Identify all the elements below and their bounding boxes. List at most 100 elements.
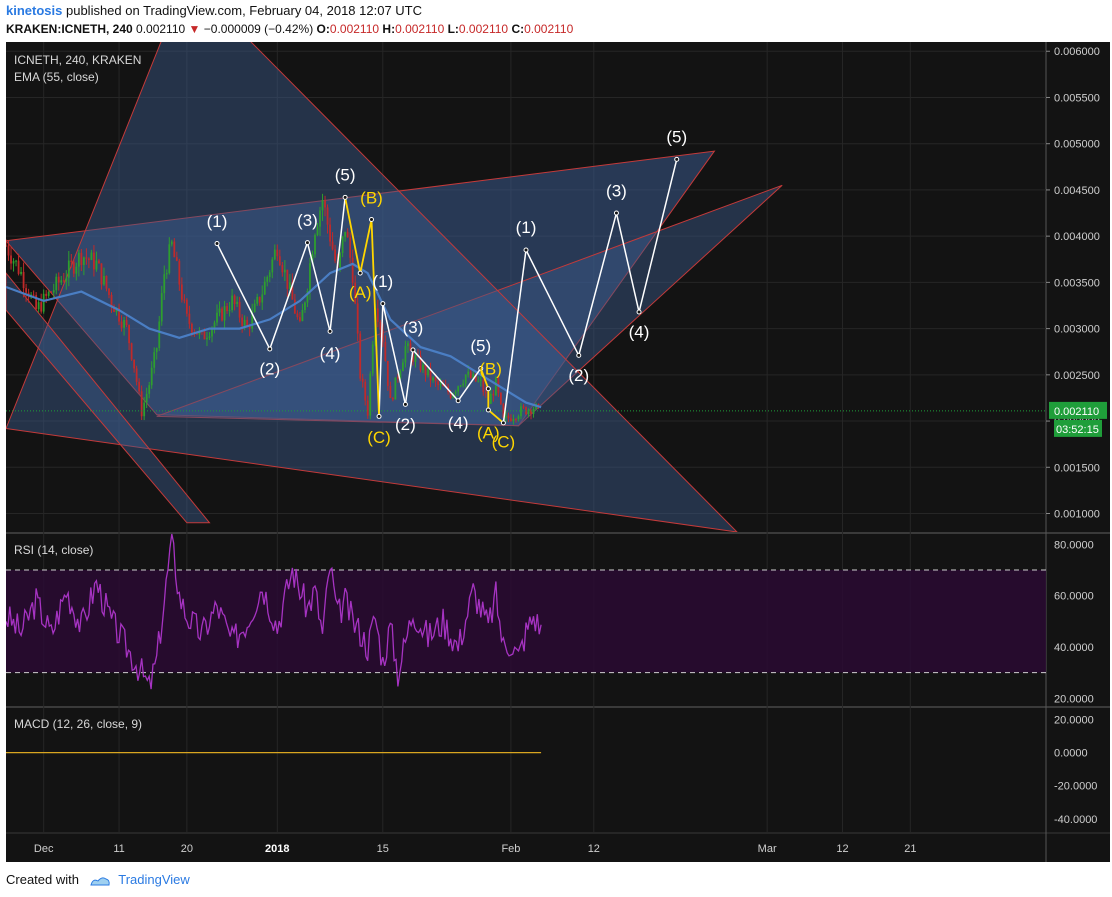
- time-tick-label: Feb: [501, 843, 520, 855]
- candle-body: [301, 310, 304, 322]
- candle-body: [510, 418, 512, 422]
- ema-line: [6, 262, 542, 409]
- candle-body: [339, 252, 342, 268]
- candle-body: [384, 342, 387, 361]
- candle-body: [296, 313, 299, 318]
- candle-body: [469, 371, 472, 378]
- last-price-tag: [1049, 401, 1107, 419]
- wave-point: [380, 301, 386, 307]
- tradingview-link[interactable]: TradingView: [118, 872, 190, 887]
- last-price: 0.002110: [136, 22, 186, 36]
- chart-area[interactable]: (1) (2) (3) (4) (5) (A) (B) (C) (1) (2) (3) (4) (5)(…: [6, 42, 1110, 862]
- wave-point: [523, 247, 529, 253]
- candle-body: [522, 406, 525, 408]
- wave-segment-impulse: [525, 249, 580, 356]
- candle-body: [407, 343, 409, 347]
- candle-body: [35, 295, 38, 310]
- candle-body: [246, 319, 249, 327]
- rsi-tick-label: 40.0000: [1054, 642, 1094, 654]
- candle-body: [52, 290, 55, 293]
- candle-body: [414, 355, 417, 362]
- candle-body: [163, 274, 166, 294]
- low-value: 0.002110: [458, 22, 509, 36]
- candle-body: [40, 302, 43, 312]
- candle-body: [429, 368, 432, 381]
- candle-body: [454, 391, 457, 394]
- wave-label: (2): [259, 360, 280, 379]
- last-price-tag-label: 0.002110: [1054, 406, 1099, 418]
- wave-label: (4): [448, 413, 469, 432]
- candle-body: [231, 295, 233, 311]
- candle-body: [391, 398, 394, 400]
- candle-body: [354, 282, 357, 304]
- candle-body: [273, 249, 276, 260]
- wave-segment-corrective: [344, 197, 362, 274]
- candle-body: [361, 378, 364, 382]
- candle-body: [394, 377, 397, 400]
- candle-body: [120, 321, 123, 328]
- candle-body: [243, 319, 246, 326]
- close-label: C:: [511, 22, 525, 36]
- price-tick-label: 0.003500: [1054, 277, 1100, 289]
- candle-body: [427, 368, 429, 376]
- price-tick-label: 0.001000: [1054, 509, 1100, 521]
- candle-body: [153, 352, 156, 368]
- candle-body: [432, 377, 434, 381]
- rsi-line: [6, 533, 542, 690]
- candle-body: [321, 200, 324, 211]
- candle-body: [293, 299, 296, 314]
- candle-body: [150, 367, 153, 386]
- wave-point: [485, 386, 491, 392]
- candle-body: [404, 346, 407, 363]
- candle-body: [424, 364, 427, 376]
- wave-point: [342, 194, 348, 200]
- author-link[interactable]: kinetosis: [6, 3, 63, 18]
- candle-body: [123, 319, 125, 328]
- footer: Created with TradingView: [6, 872, 190, 887]
- candle-body: [379, 321, 382, 330]
- candle-body: [258, 296, 261, 303]
- candle-body: [148, 385, 151, 394]
- candle-body: [505, 415, 507, 418]
- candle-body: [515, 419, 517, 421]
- rsi-tick-label: 60.0000: [1054, 591, 1094, 603]
- wave-label: (3): [606, 181, 627, 200]
- candle-body: [376, 308, 379, 322]
- wave-segment-impulse: [378, 303, 384, 417]
- candle-body: [299, 317, 301, 322]
- candle-body: [419, 355, 422, 371]
- candle-body: [80, 252, 83, 266]
- macd-tick-label: 0.0000: [1054, 748, 1088, 760]
- price-tick-label: 0.004500: [1054, 185, 1100, 197]
- candle-body: [82, 257, 85, 266]
- candle-body: [412, 350, 414, 362]
- created-with-text: Created with: [6, 872, 79, 887]
- candle-body: [213, 322, 216, 329]
- candle-body: [196, 332, 198, 335]
- candle-body: [288, 282, 291, 289]
- candle-body: [266, 276, 269, 282]
- price-tick-label: 0.001500: [1054, 462, 1100, 474]
- candle-body: [160, 293, 163, 322]
- wave-point: [455, 398, 461, 404]
- rsi-tick-label: 20.0000: [1054, 693, 1094, 705]
- wave-segment-corrective: [487, 409, 504, 424]
- wave-label: (1): [516, 218, 537, 237]
- wave-label: (5): [470, 337, 491, 356]
- candle-body: [349, 237, 352, 258]
- price-tick-label: 0.006000: [1054, 46, 1100, 58]
- price-tick-label: 0.003000: [1054, 324, 1100, 336]
- wave-segment-impulse: [269, 242, 309, 350]
- candle-body: [6, 245, 7, 247]
- candle-body: [168, 244, 171, 274]
- wave-label: (2): [395, 415, 416, 434]
- candle-body: [105, 275, 108, 289]
- candle-body: [165, 273, 168, 275]
- main-pane: (1)(2)(3)(4)(5)(A)(B)(C)(1)(2)(3)(4)(5)(…: [6, 42, 1046, 532]
- candle-body: [223, 306, 226, 321]
- candle-body: [304, 302, 306, 311]
- candle-body: [251, 311, 254, 329]
- candle-body: [170, 241, 173, 245]
- candle-body: [494, 377, 497, 396]
- chart-svg[interactable]: (1)(2)(3)(4)(5)(A)(B)(C)(1)(2)(3)(4)(5)(…: [6, 42, 1110, 862]
